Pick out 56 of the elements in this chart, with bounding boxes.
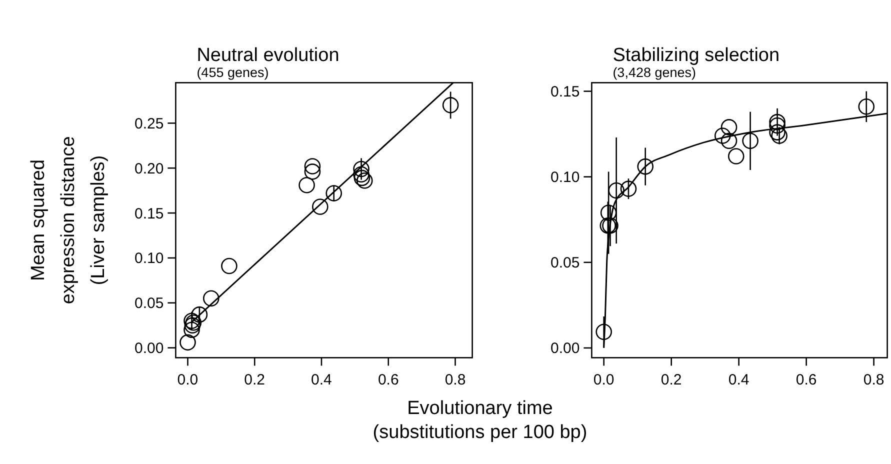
point: [353, 160, 370, 178]
point: [714, 128, 731, 144]
point: [720, 119, 738, 136]
y-tick-label: 0.20: [134, 160, 164, 178]
point: [354, 170, 370, 186]
point: [312, 198, 328, 215]
point: [769, 124, 786, 140]
point: [771, 128, 788, 144]
point: [637, 158, 654, 175]
y-tick-label: 0.25: [134, 115, 164, 132]
x-tick-label: 0.0: [593, 372, 614, 389]
x-tick-label: 0.4: [311, 372, 332, 389]
point: [326, 185, 342, 202]
chart-subtitle: (455 genes): [196, 65, 269, 80]
x-axis-title: Evolutionary time (substitutions per 100 bp): [372, 398, 588, 443]
y-tick-label: 0.10: [550, 169, 580, 186]
point: [184, 322, 200, 338]
point: [298, 177, 315, 194]
point: [742, 132, 758, 150]
point: [728, 148, 744, 164]
chart-title: Stabilizing selection: [612, 45, 780, 66]
x-tick-label: 0.8: [863, 372, 884, 389]
point: [720, 132, 738, 150]
y-tick-label: 0.00: [550, 340, 580, 358]
y-tick-label: 0.15: [550, 84, 580, 101]
y-tick-label: 0.05: [550, 254, 580, 272]
x-tick-label: 0.6: [378, 372, 399, 389]
point: [600, 204, 617, 221]
point: [769, 114, 786, 130]
x-tick-label: 0.0: [177, 372, 198, 389]
x-tick-label: 0.8: [444, 372, 466, 389]
point: [304, 158, 321, 174]
y-tick-label: 0.00: [134, 340, 164, 358]
point: [356, 172, 373, 189]
point: [202, 290, 220, 307]
point: [304, 164, 321, 180]
chart-title: Neutral evolution: [196, 45, 340, 66]
point: [353, 166, 370, 183]
y-tick-label: 0.15: [134, 205, 164, 222]
y-tick-label: 0.05: [134, 295, 164, 312]
point: [620, 180, 637, 197]
point: [596, 324, 612, 340]
point: [180, 334, 196, 351]
point: [221, 258, 238, 274]
x-tick-label: 0.2: [244, 372, 266, 389]
point: [608, 182, 624, 199]
point: [769, 117, 786, 134]
x-tick-label: 0.4: [728, 372, 750, 389]
point: [858, 98, 875, 115]
chart-subtitle: (3,428 genes): [612, 65, 696, 80]
x-tick-label: 0.6: [796, 372, 817, 389]
y-tick-label: 0.10: [134, 250, 164, 268]
point: [191, 306, 208, 323]
point: [442, 97, 459, 114]
x-tick-label: 0.2: [660, 372, 682, 389]
y-axis-title: Mean squared expression distance (Liver samples): [28, 136, 109, 304]
